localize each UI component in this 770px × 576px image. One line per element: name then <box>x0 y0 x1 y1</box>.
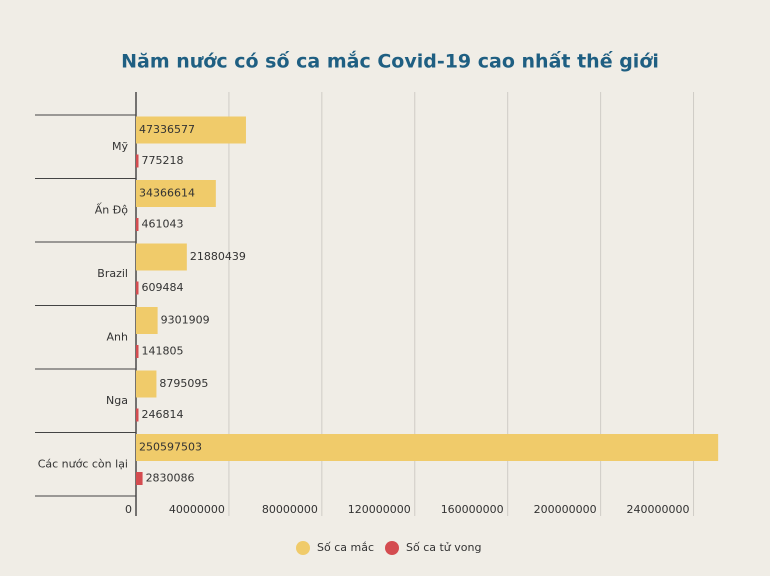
value-label: 461043 <box>142 218 184 231</box>
bar <box>136 281 139 295</box>
bar <box>136 370 157 398</box>
x-tick-label: 0 <box>125 503 132 516</box>
x-tick-label: 120000000 <box>348 503 411 516</box>
value-label: 246814 <box>142 408 184 421</box>
x-tick-label: 160000000 <box>441 503 504 516</box>
bar <box>136 243 187 271</box>
bar <box>136 154 139 168</box>
value-label: 775218 <box>142 154 184 167</box>
legend-label: Số ca mắc <box>317 541 374 554</box>
x-tick-label: 240000000 <box>627 503 690 516</box>
bar <box>136 180 216 207</box>
y-tick-label: Các nước còn lại <box>38 457 128 470</box>
bar <box>136 307 158 334</box>
value-label: 34366614 <box>139 187 195 200</box>
value-label: 8795095 <box>159 377 208 390</box>
bar <box>136 434 719 461</box>
bar <box>136 116 246 144</box>
value-label: 250597503 <box>139 441 202 454</box>
y-tick-label: Mỹ <box>112 140 128 153</box>
chart-title: Năm nước có số ca mắc Covid-19 cao nhất … <box>121 50 659 73</box>
bar <box>136 218 139 231</box>
y-tick-label: Brazil <box>97 267 128 280</box>
legend-marker <box>385 541 399 555</box>
value-label: 609484 <box>142 281 184 294</box>
y-tick-label: Ấn Độ <box>95 202 129 216</box>
x-tick-label: 80000000 <box>262 503 318 516</box>
bar <box>136 345 139 358</box>
legend-marker <box>296 541 310 555</box>
value-label: 47336577 <box>139 123 195 136</box>
legend-label: Số ca tử vong <box>406 541 481 554</box>
bar <box>136 472 143 485</box>
value-label: 9301909 <box>161 314 210 327</box>
x-tick-label: 200000000 <box>534 503 597 516</box>
x-tick-label: 40000000 <box>169 503 225 516</box>
value-label: 2830086 <box>146 472 195 485</box>
value-label: 141805 <box>142 345 184 358</box>
y-tick-label: Nga <box>106 394 128 407</box>
value-label: 21880439 <box>190 250 246 263</box>
bar <box>136 408 139 422</box>
y-tick-label: Anh <box>107 330 128 343</box>
